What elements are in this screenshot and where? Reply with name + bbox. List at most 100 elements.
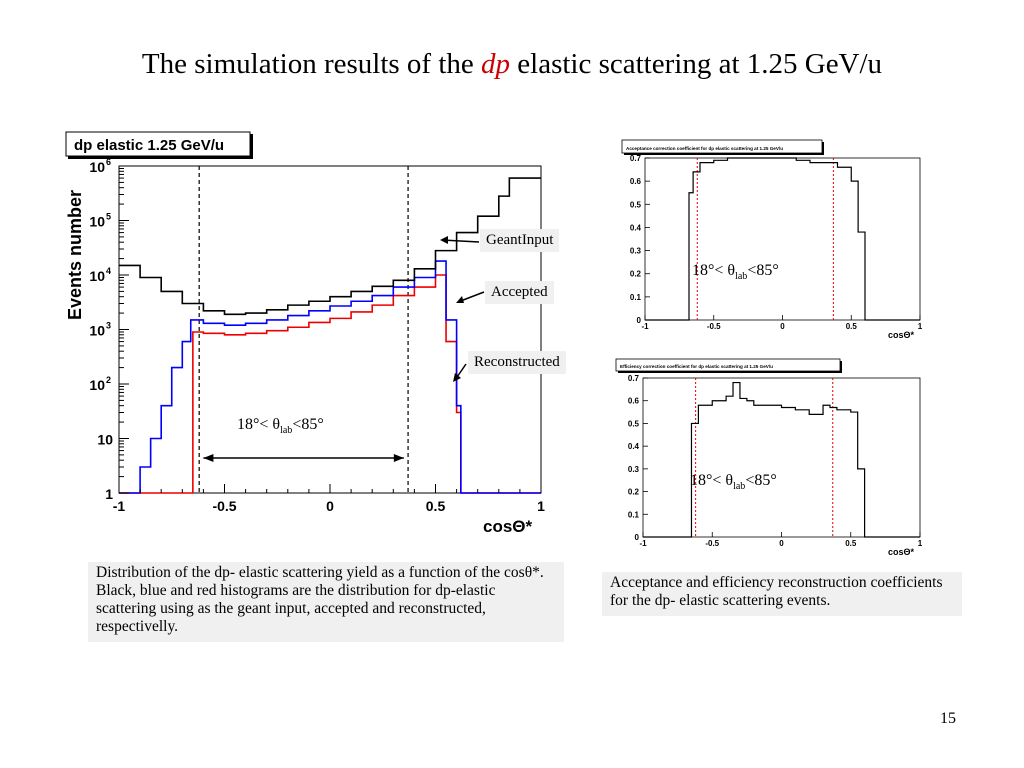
main-y-tick-label: 10 [89, 268, 105, 284]
eff-x-tick-label: 1 [918, 539, 923, 548]
callout-reconstructed: Reconstructed [468, 351, 566, 374]
eff-plot-frame [642, 377, 921, 538]
right-caption-text: Acceptance and efficiency reconstruction… [610, 574, 943, 609]
main-y-tick-label: 10 [89, 377, 105, 393]
eff-x-tick-label: -0.5 [705, 539, 719, 548]
main-y-tick-exponent: 6 [106, 157, 111, 167]
main-x-tick-label: -1 [113, 498, 126, 514]
callout-accepted-arrowhead [456, 296, 464, 303]
eff-chart-title: Efficiency correction coefficient for dp… [620, 364, 773, 369]
callout-reconstructed-arrowhead [453, 373, 461, 382]
acc-title-shadow [822, 142, 824, 155]
acc-range-label: 18°< θlab<85° [692, 262, 779, 282]
callout-reconstructed-label: Reconstructed [474, 354, 560, 370]
eff-y-tick-label: 0.6 [628, 397, 640, 406]
main-range-sub: lab [280, 425, 293, 437]
main-y-tick-label: 10 [89, 214, 105, 230]
page-number: 15 [940, 710, 956, 727]
main-series-geantinput [119, 177, 542, 316]
main-plot-frame [118, 165, 542, 494]
main-y-tick-label: 10 [89, 159, 105, 175]
acc-y-tick-label: 0.2 [630, 270, 642, 279]
callout-geant-input: GeantInput [480, 229, 560, 252]
acc-x-tick-label: 1 [918, 322, 923, 331]
callout-geant-arrowhead [440, 236, 448, 244]
eff-range-post: <85° [745, 472, 777, 489]
acc-y-tick-label: 0.4 [630, 223, 642, 232]
acc-y-tick-label: 0.3 [630, 247, 642, 256]
callout-geant-arrow [441, 239, 480, 243]
main-y-tick-exponent: 3 [106, 321, 111, 331]
acc-range-sub: lab [735, 271, 748, 283]
acc-y-tick-label: 0.1 [630, 293, 642, 302]
acc-series [645, 157, 921, 321]
main-x-tick-label: 1 [537, 498, 545, 514]
eff-y-tick-label: 0.3 [628, 465, 640, 474]
eff-y-tick-label: 0.7 [628, 374, 640, 383]
slide-title: The simulation results of the dp elastic… [0, 48, 1024, 81]
acc-x-tick-label: 0.5 [846, 322, 858, 331]
title-prefix: The simulation results of the [141, 48, 482, 80]
main-title-shadow [250, 134, 253, 158]
acc-title-shadow-bottom [624, 153, 824, 155]
eff-title-shadow-bottom [618, 371, 842, 373]
main-x-axis-label: cosΘ* [483, 517, 533, 536]
main-y-tick-label: 10 [89, 323, 105, 339]
acc-x-tick-label: -0.5 [707, 322, 721, 331]
acc-range-post: <85° [747, 262, 779, 279]
eff-x-axis-label: cosΘ* [888, 547, 915, 557]
main-y-tick-exponent: 2 [106, 375, 111, 385]
eff-series [643, 381, 921, 538]
main-y-tick-exponent: 5 [106, 212, 111, 222]
main-y-axis-label: Events number [65, 190, 85, 320]
main-series-accepted [119, 260, 542, 494]
eff-y-tick-label: 0.1 [628, 510, 640, 519]
acc-chart-title: Acceptance correction coefficient for dp… [626, 146, 783, 151]
main-range-arrowhead-left [203, 454, 214, 462]
callout-accepted-label: Accepted [491, 284, 548, 300]
main-x-tick-label: -0.5 [212, 498, 236, 514]
left-caption: Distribution of the dp- elastic scatteri… [88, 562, 564, 642]
main-x-tick-label: 0.5 [426, 498, 446, 514]
main-range-pre: 18°< θ [237, 416, 281, 433]
main-title-shadow-bottom [68, 156, 253, 159]
main-y-tick-exponent: 4 [106, 266, 111, 276]
title-suffix: elastic scattering at 1.25 GeV/u [510, 48, 883, 80]
acc-y-tick-label: 0.5 [630, 200, 642, 209]
main-range-post: <85° [292, 416, 324, 433]
eff-y-tick-label: 0 [635, 533, 640, 542]
acc-range-pre: 18°< θ [692, 262, 736, 279]
eff-x-tick-label: 0 [779, 539, 784, 548]
title-dp: dp [481, 48, 511, 80]
acc-x-tick-label: 0 [780, 322, 785, 331]
main-title-box [65, 131, 251, 157]
acc-y-tick-label: 0.7 [630, 154, 642, 163]
left-caption-text: Distribution of the dp- elastic scatteri… [96, 564, 544, 635]
acc-y-tick-label: 0.6 [630, 177, 642, 186]
acc-y-tick-label: 0 [637, 316, 642, 325]
eff-title-shadow [840, 361, 842, 373]
main-x-tick-label: 0 [326, 498, 334, 514]
right-caption: Acceptance and efficiency reconstruction… [602, 572, 962, 616]
main-y-tick-label: 1 [105, 486, 113, 502]
eff-x-tick-label: 0.5 [845, 539, 857, 548]
main-chart-title: dp elastic 1.25 GeV/u [74, 137, 224, 154]
main-range-arrowhead-right [393, 454, 404, 462]
callout-geant-input-label: GeantInput [486, 232, 554, 248]
acc-x-tick-label: -1 [641, 322, 649, 331]
eff-y-tick-label: 0.5 [628, 419, 640, 428]
main-range-label: 18°< θlab<85° [237, 416, 324, 437]
eff-range-pre: 18°< θ [690, 472, 734, 489]
callout-accepted: Accepted [485, 281, 554, 304]
eff-y-tick-label: 0.4 [628, 442, 640, 451]
eff-x-tick-label: -1 [639, 539, 647, 548]
eff-range-sub: lab [733, 481, 746, 493]
main-y-tick-label: 10 [97, 432, 113, 448]
eff-y-tick-label: 0.2 [628, 488, 640, 497]
main-series-reconstructed [119, 274, 542, 494]
eff-range-label: 18°< θlab<85° [690, 472, 777, 492]
acc-x-axis-label: cosΘ* [888, 330, 915, 340]
